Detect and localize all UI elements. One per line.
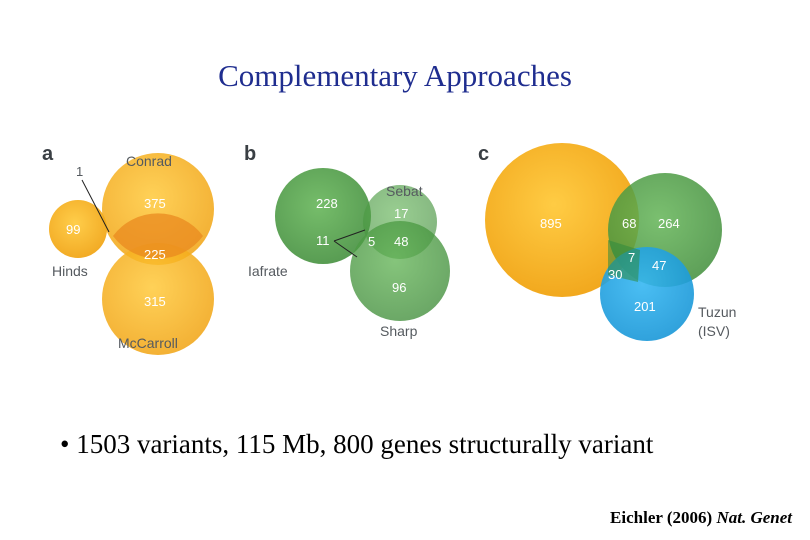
value-blue-only: 201 [634, 299, 656, 314]
value-yellow-blue: 30 [608, 267, 622, 282]
value-yellow-green: 68 [622, 216, 636, 231]
panel-letter-a: a [42, 143, 54, 165]
sharp-circle [350, 221, 450, 321]
venn-panel-b: b Sebat Iafrate Sharp 228 17 11 5 48 96 [244, 143, 450, 339]
value-pointer: 1 [76, 164, 83, 179]
label-mccarroll: McCarroll [118, 335, 178, 351]
citation: Eichler (2006) Nat. Genet [610, 508, 792, 528]
value-yellow-only: 895 [540, 216, 562, 231]
pointer-line-b2 [333, 240, 358, 258]
yellow-circle [485, 143, 639, 297]
value-mccarroll-only: 315 [144, 294, 166, 309]
value-hinds-only: 99 [66, 222, 80, 237]
value-conrad-mccarroll: 225 [144, 247, 166, 262]
label-iafrate: Iafrate [248, 263, 288, 279]
page-title: Complementary Approaches [218, 58, 572, 93]
pointer-line-b1 [333, 229, 366, 242]
label-hinds: Hinds [52, 263, 88, 279]
pointer-line [81, 179, 110, 233]
bullet-summary: • 1503 variants, 115 Mb, 800 genes struc… [60, 429, 654, 459]
label-tuzun: Tuzun [698, 304, 736, 320]
value-conrad-only: 375 [144, 196, 166, 211]
value-green-only: 264 [658, 216, 680, 231]
value-iafrate-sharp: 11 [316, 233, 330, 248]
value-center-c: 7 [628, 250, 635, 265]
value-iafrate-only: 228 [316, 196, 338, 211]
value-sebat-sharp: 48 [394, 234, 408, 249]
label-isv: (ISV) [698, 323, 730, 339]
value-sharp-only: 96 [392, 280, 406, 295]
venn-diagrams-svg: a 1 Conrad Hinds McCarroll 99 375 225 31… [42, 143, 736, 355]
conrad-mccarroll-overlap [113, 213, 203, 259]
label-sebat: Sebat [386, 183, 423, 199]
center-overlap [608, 240, 640, 282]
panel-letter-b: b [244, 143, 256, 165]
label-conrad: Conrad [126, 153, 172, 169]
venn-figure: a 1 Conrad Hinds McCarroll 99 375 225 31… [0, 130, 810, 390]
panel-letter-c: c [478, 143, 489, 165]
venn-panel-a: a 1 Conrad Hinds McCarroll 99 375 225 31… [42, 143, 214, 355]
hinds-circle [49, 200, 107, 258]
mccarroll-circle [102, 243, 214, 355]
citation-journal: Nat. Genet [716, 508, 792, 527]
label-sharp: Sharp [380, 323, 418, 339]
citation-author: Eichler (2006) [610, 508, 717, 527]
venn-panel-c: c Tuzun (ISV) 895 68 264 7 30 47 201 [478, 143, 736, 341]
value-center-b: 5 [368, 234, 375, 249]
value-sebat-only: 17 [394, 206, 408, 221]
value-green-blue: 47 [652, 258, 666, 273]
iafrate-circle [275, 168, 371, 264]
